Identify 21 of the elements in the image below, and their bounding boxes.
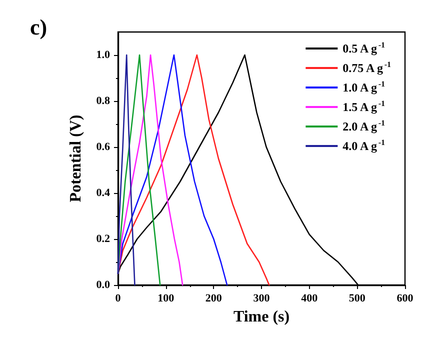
x-tick-label: 400 <box>301 292 318 304</box>
line-series <box>117 54 270 286</box>
x-axis-title: Time (s) <box>233 308 290 326</box>
y-axis-title: Potential (V) <box>68 114 84 202</box>
y-tick-label: 0.8 <box>96 95 110 107</box>
y-tick-label: 0.6 <box>96 141 110 153</box>
x-tick-label: 0 <box>115 292 122 304</box>
x-tick-label: 300 <box>253 292 270 304</box>
line-series <box>117 54 228 286</box>
line-series <box>117 54 161 286</box>
line-series <box>117 54 184 286</box>
x-tick-label: 500 <box>348 292 366 304</box>
x-tick-label: 200 <box>205 292 222 304</box>
x-tick-label: 600 <box>396 292 414 304</box>
y-tick-label: 0.4 <box>96 187 110 199</box>
text: c) <box>30 14 48 40</box>
y-tick-label: 0.0 <box>96 279 110 291</box>
y-tick-label: 1.0 <box>96 49 110 61</box>
x-tick-label: 100 <box>158 292 175 304</box>
line-series <box>117 54 136 286</box>
y-tick-label: 0.2 <box>96 233 110 245</box>
